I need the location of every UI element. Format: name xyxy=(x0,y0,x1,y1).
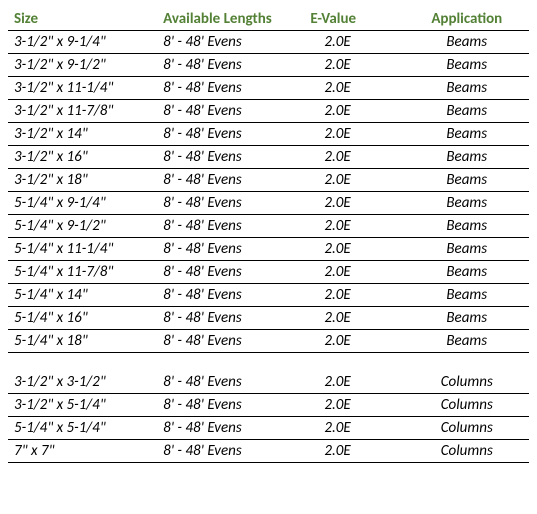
cell-lengths: 8' - 48' Evens xyxy=(159,394,310,417)
cell-application: Beams xyxy=(405,77,529,100)
cell-lengths: 8' - 48' Evens xyxy=(159,169,310,192)
cell-size: 5-1/4" x 14" xyxy=(8,284,159,307)
cell-lengths: 8' - 48' Evens xyxy=(159,417,310,440)
col-header-evalue: E-Value xyxy=(310,8,404,31)
cell-evalue: 2.0E xyxy=(310,417,404,440)
cell-application: Beams xyxy=(405,330,529,353)
cell-application: Columns xyxy=(405,417,529,440)
table-row: 3-1/2" x 9-1/4"8' - 48' Evens2.0EBeams xyxy=(8,31,529,54)
table-row: 5-1/4" x 11-1/4"8' - 48' Evens2.0EBeams xyxy=(8,238,529,261)
cell-application: Beams xyxy=(405,215,529,238)
cell-application: Beams xyxy=(405,31,529,54)
cell-evalue: 2.0E xyxy=(310,238,404,261)
cell-evalue: 2.0E xyxy=(310,215,404,238)
table-row: 3-1/2" x 3-1/2"8' - 48' Evens2.0EColumns xyxy=(8,371,529,394)
cell-lengths: 8' - 48' Evens xyxy=(159,371,310,394)
cell-evalue: 2.0E xyxy=(310,31,404,54)
table-row: 7" x 7"8' - 48' Evens2.0EColumns xyxy=(8,440,529,463)
cell-lengths: 8' - 48' Evens xyxy=(159,31,310,54)
cell-application: Beams xyxy=(405,284,529,307)
cell-size: 3-1/2" x 16" xyxy=(8,146,159,169)
table-row: 3-1/2" x 18"8' - 48' Evens2.0EBeams xyxy=(8,169,529,192)
cell-lengths: 8' - 48' Evens xyxy=(159,284,310,307)
cell-lengths: 8' - 48' Evens xyxy=(159,215,310,238)
table-row: 3-1/2" x 14"8' - 48' Evens2.0EBeams xyxy=(8,123,529,146)
table-row: 3-1/2" x 16"8' - 48' Evens2.0EBeams xyxy=(8,146,529,169)
cell-evalue: 2.0E xyxy=(310,169,404,192)
cell-evalue: 2.0E xyxy=(310,100,404,123)
cell-lengths: 8' - 48' Evens xyxy=(159,238,310,261)
cell-evalue: 2.0E xyxy=(310,440,404,463)
cell-evalue: 2.0E xyxy=(310,77,404,100)
cell-size: 5-1/4" x 11-1/4" xyxy=(8,238,159,261)
table-row: 5-1/4" x 9-1/2"8' - 48' Evens2.0EBeams xyxy=(8,215,529,238)
cell-evalue: 2.0E xyxy=(310,371,404,394)
spacer-row xyxy=(8,353,529,372)
cell-size: 5-1/4" x 18" xyxy=(8,330,159,353)
cell-lengths: 8' - 48' Evens xyxy=(159,192,310,215)
cell-size: 5-1/4" x 5-1/4" xyxy=(8,417,159,440)
cell-size: 3-1/2" x 9-1/2" xyxy=(8,54,159,77)
cell-application: Beams xyxy=(405,169,529,192)
cell-evalue: 2.0E xyxy=(310,394,404,417)
cell-evalue: 2.0E xyxy=(310,54,404,77)
cell-application: Columns xyxy=(405,440,529,463)
cell-evalue: 2.0E xyxy=(310,284,404,307)
cell-size: 3-1/2" x 5-1/4" xyxy=(8,394,159,417)
header-row: Size Available Lengths E-Value Applicati… xyxy=(8,8,529,31)
table-row: 5-1/4" x 18"8' - 48' Evens2.0EBeams xyxy=(8,330,529,353)
cell-size: 3-1/2" x 11-7/8" xyxy=(8,100,159,123)
cell-size: 3-1/2" x 18" xyxy=(8,169,159,192)
cell-application: Beams xyxy=(405,307,529,330)
table-row: 3-1/2" x 9-1/2"8' - 48' Evens2.0EBeams xyxy=(8,54,529,77)
cell-size: 3-1/2" x 11-1/4" xyxy=(8,77,159,100)
cell-lengths: 8' - 48' Evens xyxy=(159,146,310,169)
cell-size: 5-1/4" x 9-1/2" xyxy=(8,215,159,238)
cell-evalue: 2.0E xyxy=(310,307,404,330)
cell-lengths: 8' - 48' Evens xyxy=(159,440,310,463)
table-row: 5-1/4" x 16"8' - 48' Evens2.0EBeams xyxy=(8,307,529,330)
cell-application: Beams xyxy=(405,100,529,123)
table-row: 5-1/4" x 9-1/4"8' - 48' Evens2.0EBeams xyxy=(8,192,529,215)
cell-lengths: 8' - 48' Evens xyxy=(159,54,310,77)
cell-evalue: 2.0E xyxy=(310,192,404,215)
cell-lengths: 8' - 48' Evens xyxy=(159,307,310,330)
cell-evalue: 2.0E xyxy=(310,123,404,146)
cell-evalue: 2.0E xyxy=(310,146,404,169)
cell-lengths: 8' - 48' Evens xyxy=(159,77,310,100)
cell-lengths: 8' - 48' Evens xyxy=(159,123,310,146)
cell-application: Beams xyxy=(405,238,529,261)
cell-application: Beams xyxy=(405,261,529,284)
table-row: 5-1/4" x 11-7/8"8' - 48' Evens2.0EBeams xyxy=(8,261,529,284)
cell-application: Beams xyxy=(405,54,529,77)
cell-size: 3-1/2" x 14" xyxy=(8,123,159,146)
col-header-size: Size xyxy=(8,8,159,31)
cell-size: 5-1/4" x 16" xyxy=(8,307,159,330)
col-header-lengths: Available Lengths xyxy=(159,8,310,31)
table-row: 5-1/4" x 14"8' - 48' Evens2.0EBeams xyxy=(8,284,529,307)
cell-size: 7" x 7" xyxy=(8,440,159,463)
cell-size: 3-1/2" x 3-1/2" xyxy=(8,371,159,394)
table-row: 3-1/2" x 11-1/4"8' - 48' Evens2.0EBeams xyxy=(8,77,529,100)
cell-lengths: 8' - 48' Evens xyxy=(159,330,310,353)
cell-size: 3-1/2" x 9-1/4" xyxy=(8,31,159,54)
cell-application: Beams xyxy=(405,123,529,146)
table-row: 3-1/2" x 11-7/8"8' - 48' Evens2.0EBeams xyxy=(8,100,529,123)
lumber-table: Size Available Lengths E-Value Applicati… xyxy=(8,8,529,463)
table-row: 3-1/2" x 5-1/4"8' - 48' Evens2.0EColumns xyxy=(8,394,529,417)
cell-application: Beams xyxy=(405,192,529,215)
cell-application: Columns xyxy=(405,371,529,394)
cell-lengths: 8' - 48' Evens xyxy=(159,261,310,284)
cell-evalue: 2.0E xyxy=(310,330,404,353)
cell-size: 5-1/4" x 11-7/8" xyxy=(8,261,159,284)
col-header-application: Application xyxy=(405,8,529,31)
cell-application: Beams xyxy=(405,146,529,169)
cell-evalue: 2.0E xyxy=(310,261,404,284)
cell-lengths: 8' - 48' Evens xyxy=(159,100,310,123)
cell-size: 5-1/4" x 9-1/4" xyxy=(8,192,159,215)
table-row: 5-1/4" x 5-1/4"8' - 48' Evens2.0EColumns xyxy=(8,417,529,440)
cell-application: Columns xyxy=(405,394,529,417)
